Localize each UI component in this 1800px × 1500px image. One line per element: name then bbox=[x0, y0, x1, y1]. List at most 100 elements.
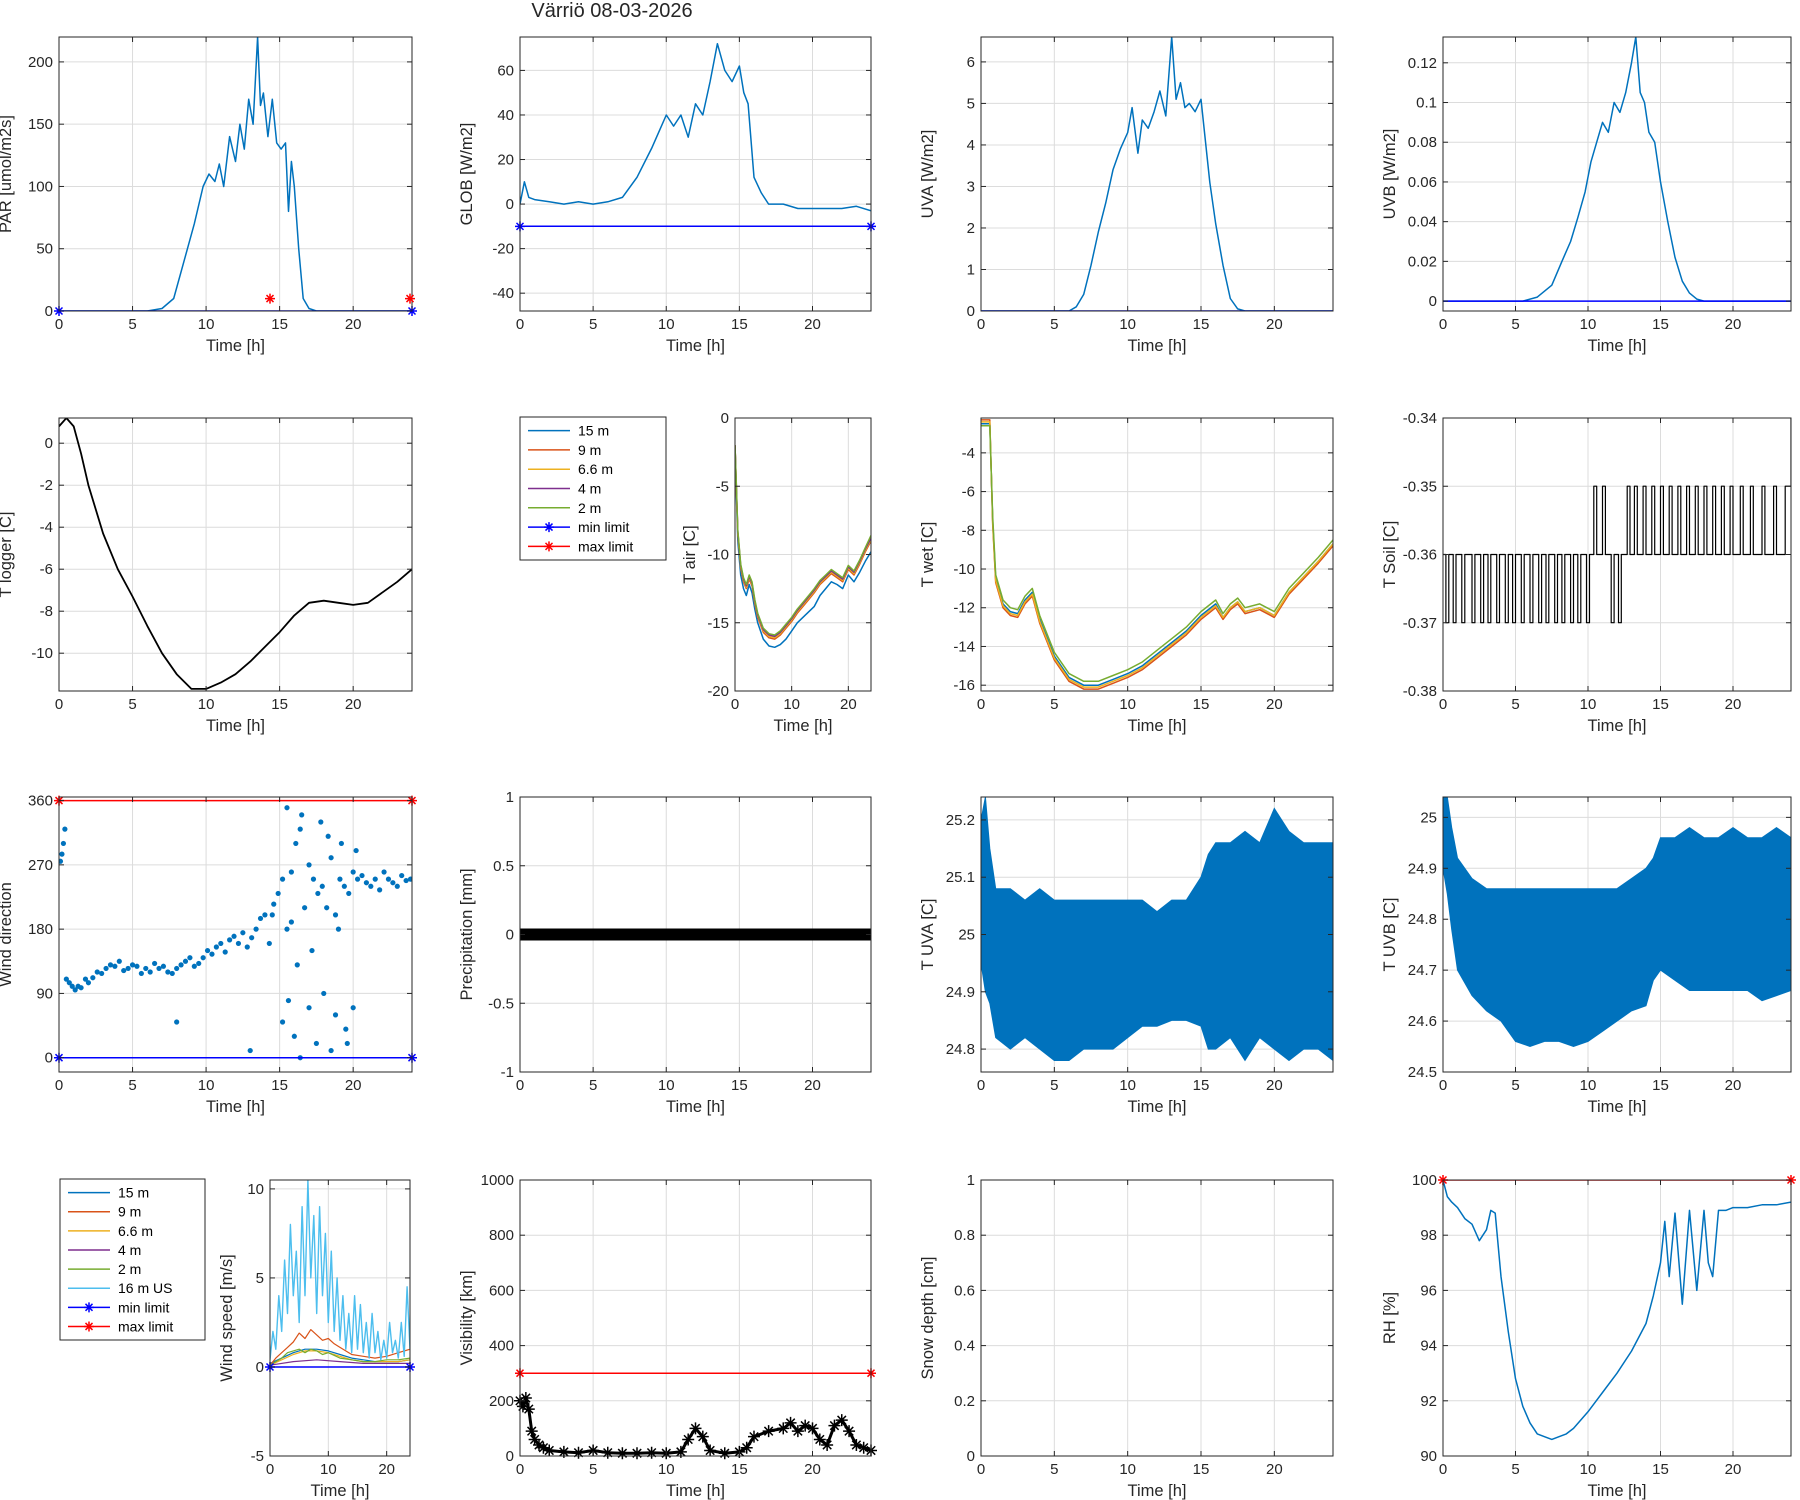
star-marker bbox=[543, 1444, 556, 1457]
y-tick-label: 24.8 bbox=[946, 1041, 975, 1058]
data-point bbox=[187, 955, 193, 961]
y-tick-label: -40 bbox=[492, 285, 514, 302]
y-tick-label: 5 bbox=[256, 1270, 264, 1287]
series-0-line bbox=[1443, 1180, 1791, 1441]
y-tick-label: 360 bbox=[28, 793, 53, 810]
y-axis-label: T wet [C] bbox=[919, 522, 937, 588]
y-axis-label: Wind direction bbox=[0, 882, 15, 987]
star-marker bbox=[748, 1430, 760, 1443]
axes-box bbox=[1442, 796, 1792, 1073]
data-point bbox=[103, 965, 109, 972]
y-tick-label: 0 bbox=[967, 1448, 975, 1465]
data-point bbox=[85, 980, 92, 986]
axes-box bbox=[1442, 36, 1792, 312]
x-axis-label: Time [h] bbox=[774, 717, 833, 735]
x-tick-label: 0 bbox=[1439, 316, 1447, 333]
y-tick-label: -15 bbox=[707, 615, 729, 632]
x-tick-label: 0 bbox=[55, 696, 63, 713]
star-marker bbox=[528, 1433, 541, 1446]
legend-star-marker bbox=[84, 1321, 94, 1332]
x-tick-label: 5 bbox=[1511, 696, 1519, 713]
series-2-m-line bbox=[981, 424, 1333, 683]
y-axis-label: Snow depth [cm] bbox=[919, 1257, 937, 1380]
x-axis-label: Time [h] bbox=[1128, 337, 1187, 355]
y-tick-label: 0.2 bbox=[954, 1393, 975, 1410]
data-point bbox=[399, 872, 405, 879]
axes-box bbox=[1442, 1179, 1792, 1457]
data-point bbox=[297, 826, 303, 832]
star-marker bbox=[557, 1445, 570, 1458]
star-marker bbox=[821, 1438, 834, 1451]
legend-star-marker bbox=[84, 1302, 94, 1313]
data-point bbox=[394, 883, 400, 889]
y-tick-label: -0.5 bbox=[488, 995, 514, 1012]
y-tick-label: 0 bbox=[1429, 293, 1437, 310]
y-axis-label: RH [%] bbox=[1381, 1292, 1399, 1344]
legend-label: max limit bbox=[118, 1318, 173, 1334]
x-tick-label: 20 bbox=[378, 1461, 395, 1478]
star-marker bbox=[525, 1425, 538, 1438]
star-marker bbox=[645, 1446, 658, 1459]
plot-area bbox=[981, 1180, 1333, 1456]
y-axis-label: Visibility [km] bbox=[458, 1270, 476, 1365]
y-tick-label: -10 bbox=[707, 547, 729, 564]
y-tick-label: 0.08 bbox=[1408, 134, 1437, 151]
data-point bbox=[407, 876, 412, 882]
data-point bbox=[262, 912, 268, 918]
data-point bbox=[315, 890, 321, 897]
y-tick-label: 0 bbox=[45, 435, 53, 452]
x-axis-label: Time [h] bbox=[311, 1482, 370, 1500]
x-tick-label: 0 bbox=[516, 316, 524, 333]
series-0-line bbox=[981, 37, 1333, 311]
x-axis-label: Time [h] bbox=[1588, 337, 1647, 355]
data-point bbox=[266, 940, 272, 947]
data-point bbox=[121, 967, 127, 974]
series-group bbox=[981, 419, 1333, 690]
data-point bbox=[279, 876, 286, 882]
y-tick-label: -20 bbox=[492, 241, 514, 258]
legend-label: min limit bbox=[578, 519, 629, 535]
y-tick-label: 24.9 bbox=[1408, 860, 1437, 877]
y-tick-label: 2 bbox=[967, 220, 975, 237]
y-tick-label: 25.1 bbox=[946, 869, 975, 886]
star-marker bbox=[616, 1447, 629, 1460]
data-point bbox=[62, 826, 68, 832]
x-tick-label: 10 bbox=[783, 696, 800, 713]
y-tick-label: -10 bbox=[31, 645, 53, 662]
x-tick-label: 5 bbox=[1511, 1077, 1519, 1094]
data-point bbox=[60, 840, 67, 847]
y-tick-label: 98 bbox=[1420, 1227, 1437, 1244]
y-tick-label: 6 bbox=[967, 54, 975, 71]
x-tick-label: 20 bbox=[840, 696, 857, 713]
x-tick-label: 15 bbox=[271, 1077, 288, 1094]
x-axis-label: Time [h] bbox=[1588, 1098, 1647, 1116]
x-axis-label: Time [h] bbox=[1128, 717, 1187, 735]
x-tick-label: 5 bbox=[589, 1461, 597, 1478]
plot-area bbox=[59, 37, 412, 311]
series-9-m-line bbox=[981, 419, 1333, 690]
series-0-band bbox=[1443, 797, 1791, 1048]
data-point bbox=[174, 1019, 180, 1025]
x-tick-label: 20 bbox=[1725, 1077, 1742, 1094]
x-tick-label: 5 bbox=[589, 316, 597, 333]
x-tick-label: 5 bbox=[128, 696, 136, 713]
y-axis-label: T Soil [C] bbox=[1381, 521, 1399, 589]
data-point bbox=[125, 965, 131, 972]
star-marker bbox=[843, 1425, 856, 1438]
x-tick-label: 15 bbox=[731, 1461, 748, 1478]
y-tick-label: -8 bbox=[962, 522, 975, 539]
data-point bbox=[271, 901, 277, 907]
star-marker bbox=[519, 1392, 532, 1405]
data-point bbox=[299, 812, 305, 818]
plot-area bbox=[1443, 1180, 1791, 1456]
chart-snow: 0 5 10 15 20 0 0.2 0.4 0.6 0.8 1 Time [h] Snow depth… bbox=[919, 1172, 1334, 1500]
x-tick-label: 15 bbox=[1193, 1461, 1210, 1478]
series-15-m-line bbox=[735, 445, 871, 649]
y-tick-label: 200 bbox=[28, 54, 53, 71]
legend-wspeed: 15 m 9 m 6.6 m 4 m 2 m 16 m US min limit max li… bbox=[59, 1178, 206, 1341]
x-tick-label: 5 bbox=[1050, 1077, 1058, 1094]
axes-box bbox=[58, 417, 413, 692]
chart-glob: 0 5 10 15 20 -40 -20 0 20 40 60 Time [h] GLOB [W/m2] bbox=[458, 36, 876, 355]
series-group bbox=[270, 1180, 410, 1368]
